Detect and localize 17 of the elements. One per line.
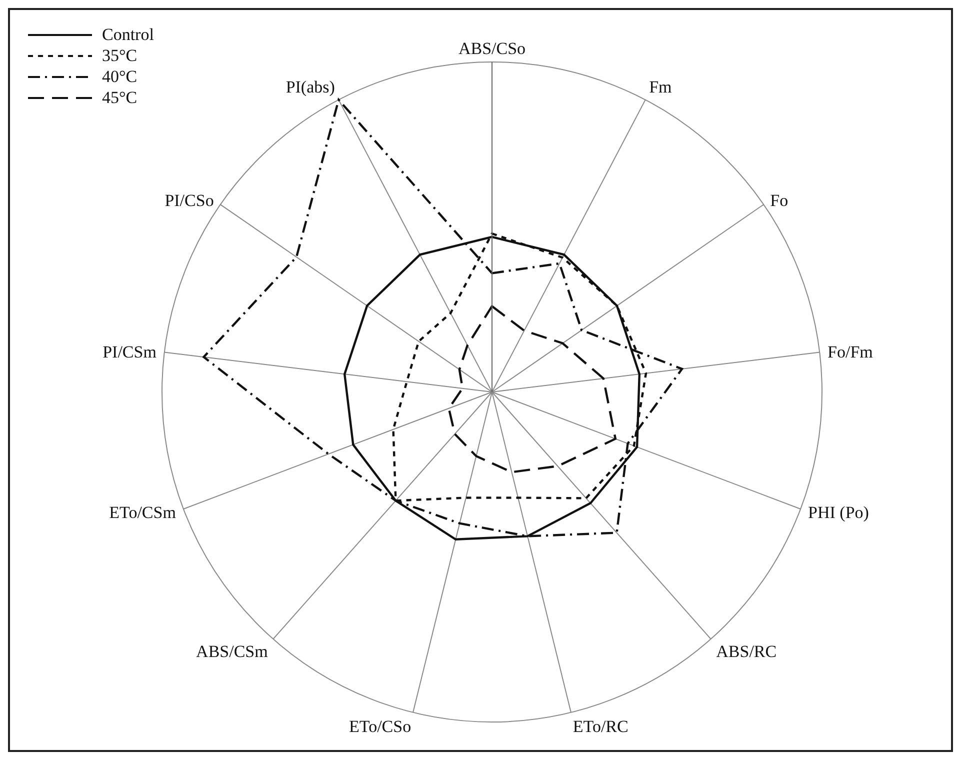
spoke-label: PI(abs) (286, 78, 335, 97)
legend-label: 40°C (102, 66, 138, 87)
spoke-label: Fo (770, 191, 788, 210)
legend-label: Control (102, 24, 154, 45)
spoke-label: ETo/CSm (109, 502, 176, 522)
legend-label: 45°C (102, 87, 138, 108)
spoke-label: Fm (649, 78, 672, 97)
spoke-label: ABS/CSm (196, 642, 268, 662)
legend-label: 35°C (102, 45, 138, 66)
spoke-label: ETo/CSo (349, 717, 412, 736)
spoke-label: ETo/RC (572, 717, 628, 736)
spoke-label: PHI (Po) (808, 502, 869, 522)
spoke-label: ABS/RC (716, 642, 777, 662)
spoke-label: Fo/Fm (828, 342, 873, 362)
spoke-label: PI/CSm (102, 342, 156, 362)
spoke-label: PI/CSo (164, 191, 214, 210)
spoke-label: ABS/CSo (458, 39, 526, 58)
